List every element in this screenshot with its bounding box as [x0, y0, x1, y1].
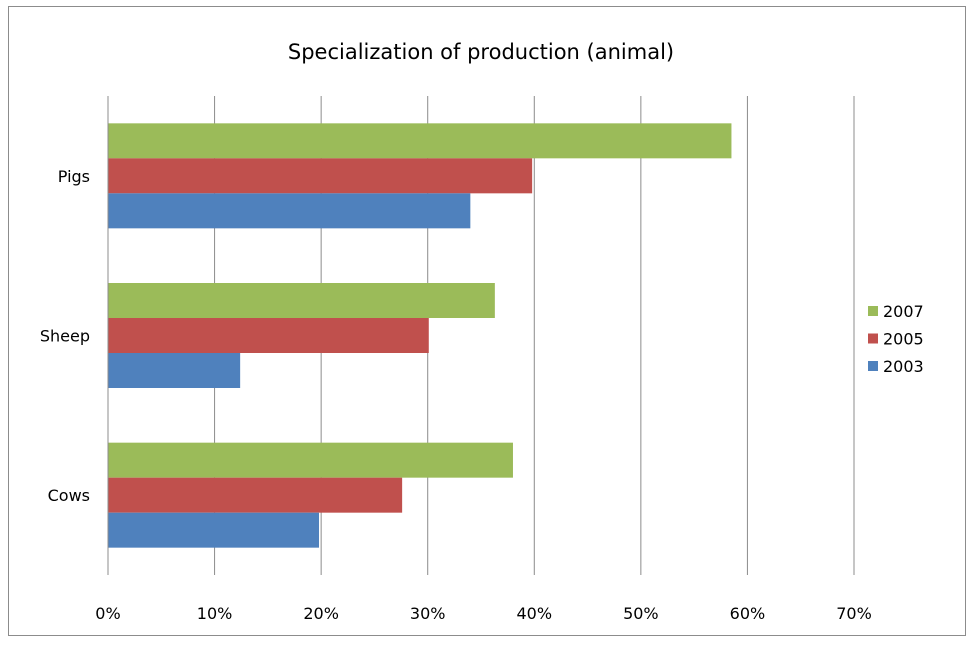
legend: 2007 2005 2003 — [868, 302, 924, 376]
chart-title: Specialization of production (animal) — [288, 40, 674, 64]
bar-cows-2005 — [108, 477, 403, 513]
legend-label: 2007 — [883, 302, 924, 321]
bar-sheep-2007 — [108, 283, 495, 318]
legend-label: 2005 — [883, 330, 924, 349]
bar-chart: Specialization of production (animal) 0%… — [40, 40, 924, 623]
x-tick-label: 30% — [410, 604, 446, 623]
y-category-label: Sheep — [40, 327, 90, 346]
x-tick-label: 0% — [95, 604, 120, 623]
x-tick-label: 60% — [730, 604, 766, 623]
legend-label: 2003 — [883, 357, 924, 376]
x-tick-label: 70% — [836, 604, 872, 623]
x-tick-label: 10% — [197, 604, 233, 623]
x-tick-label: 50% — [623, 604, 659, 623]
y-category-label: Cows — [48, 486, 90, 505]
bar-pigs-2005 — [108, 158, 533, 194]
x-tick-label: 20% — [303, 604, 339, 623]
bar-sheep-2005 — [108, 318, 429, 353]
chart-frame: Specialization of production (animal) 0%… — [8, 6, 966, 636]
legend-swatch-2007 — [868, 306, 878, 316]
bars — [108, 123, 732, 548]
legend-swatch-2005 — [868, 333, 878, 344]
bar-pigs-2007 — [108, 123, 732, 159]
bar-pigs-2003 — [108, 193, 471, 229]
bar-cows-2007 — [108, 442, 513, 478]
bar-sheep-2003 — [108, 353, 241, 388]
bar-cows-2003 — [108, 512, 320, 548]
x-tick-label: 40% — [517, 604, 553, 623]
legend-swatch-2003 — [868, 361, 878, 371]
axes: 0% 10% 20% 30% 40% 50% 60% 70% Pigs Sheep Cows — [40, 96, 872, 623]
y-category-label: Pigs — [58, 167, 90, 186]
